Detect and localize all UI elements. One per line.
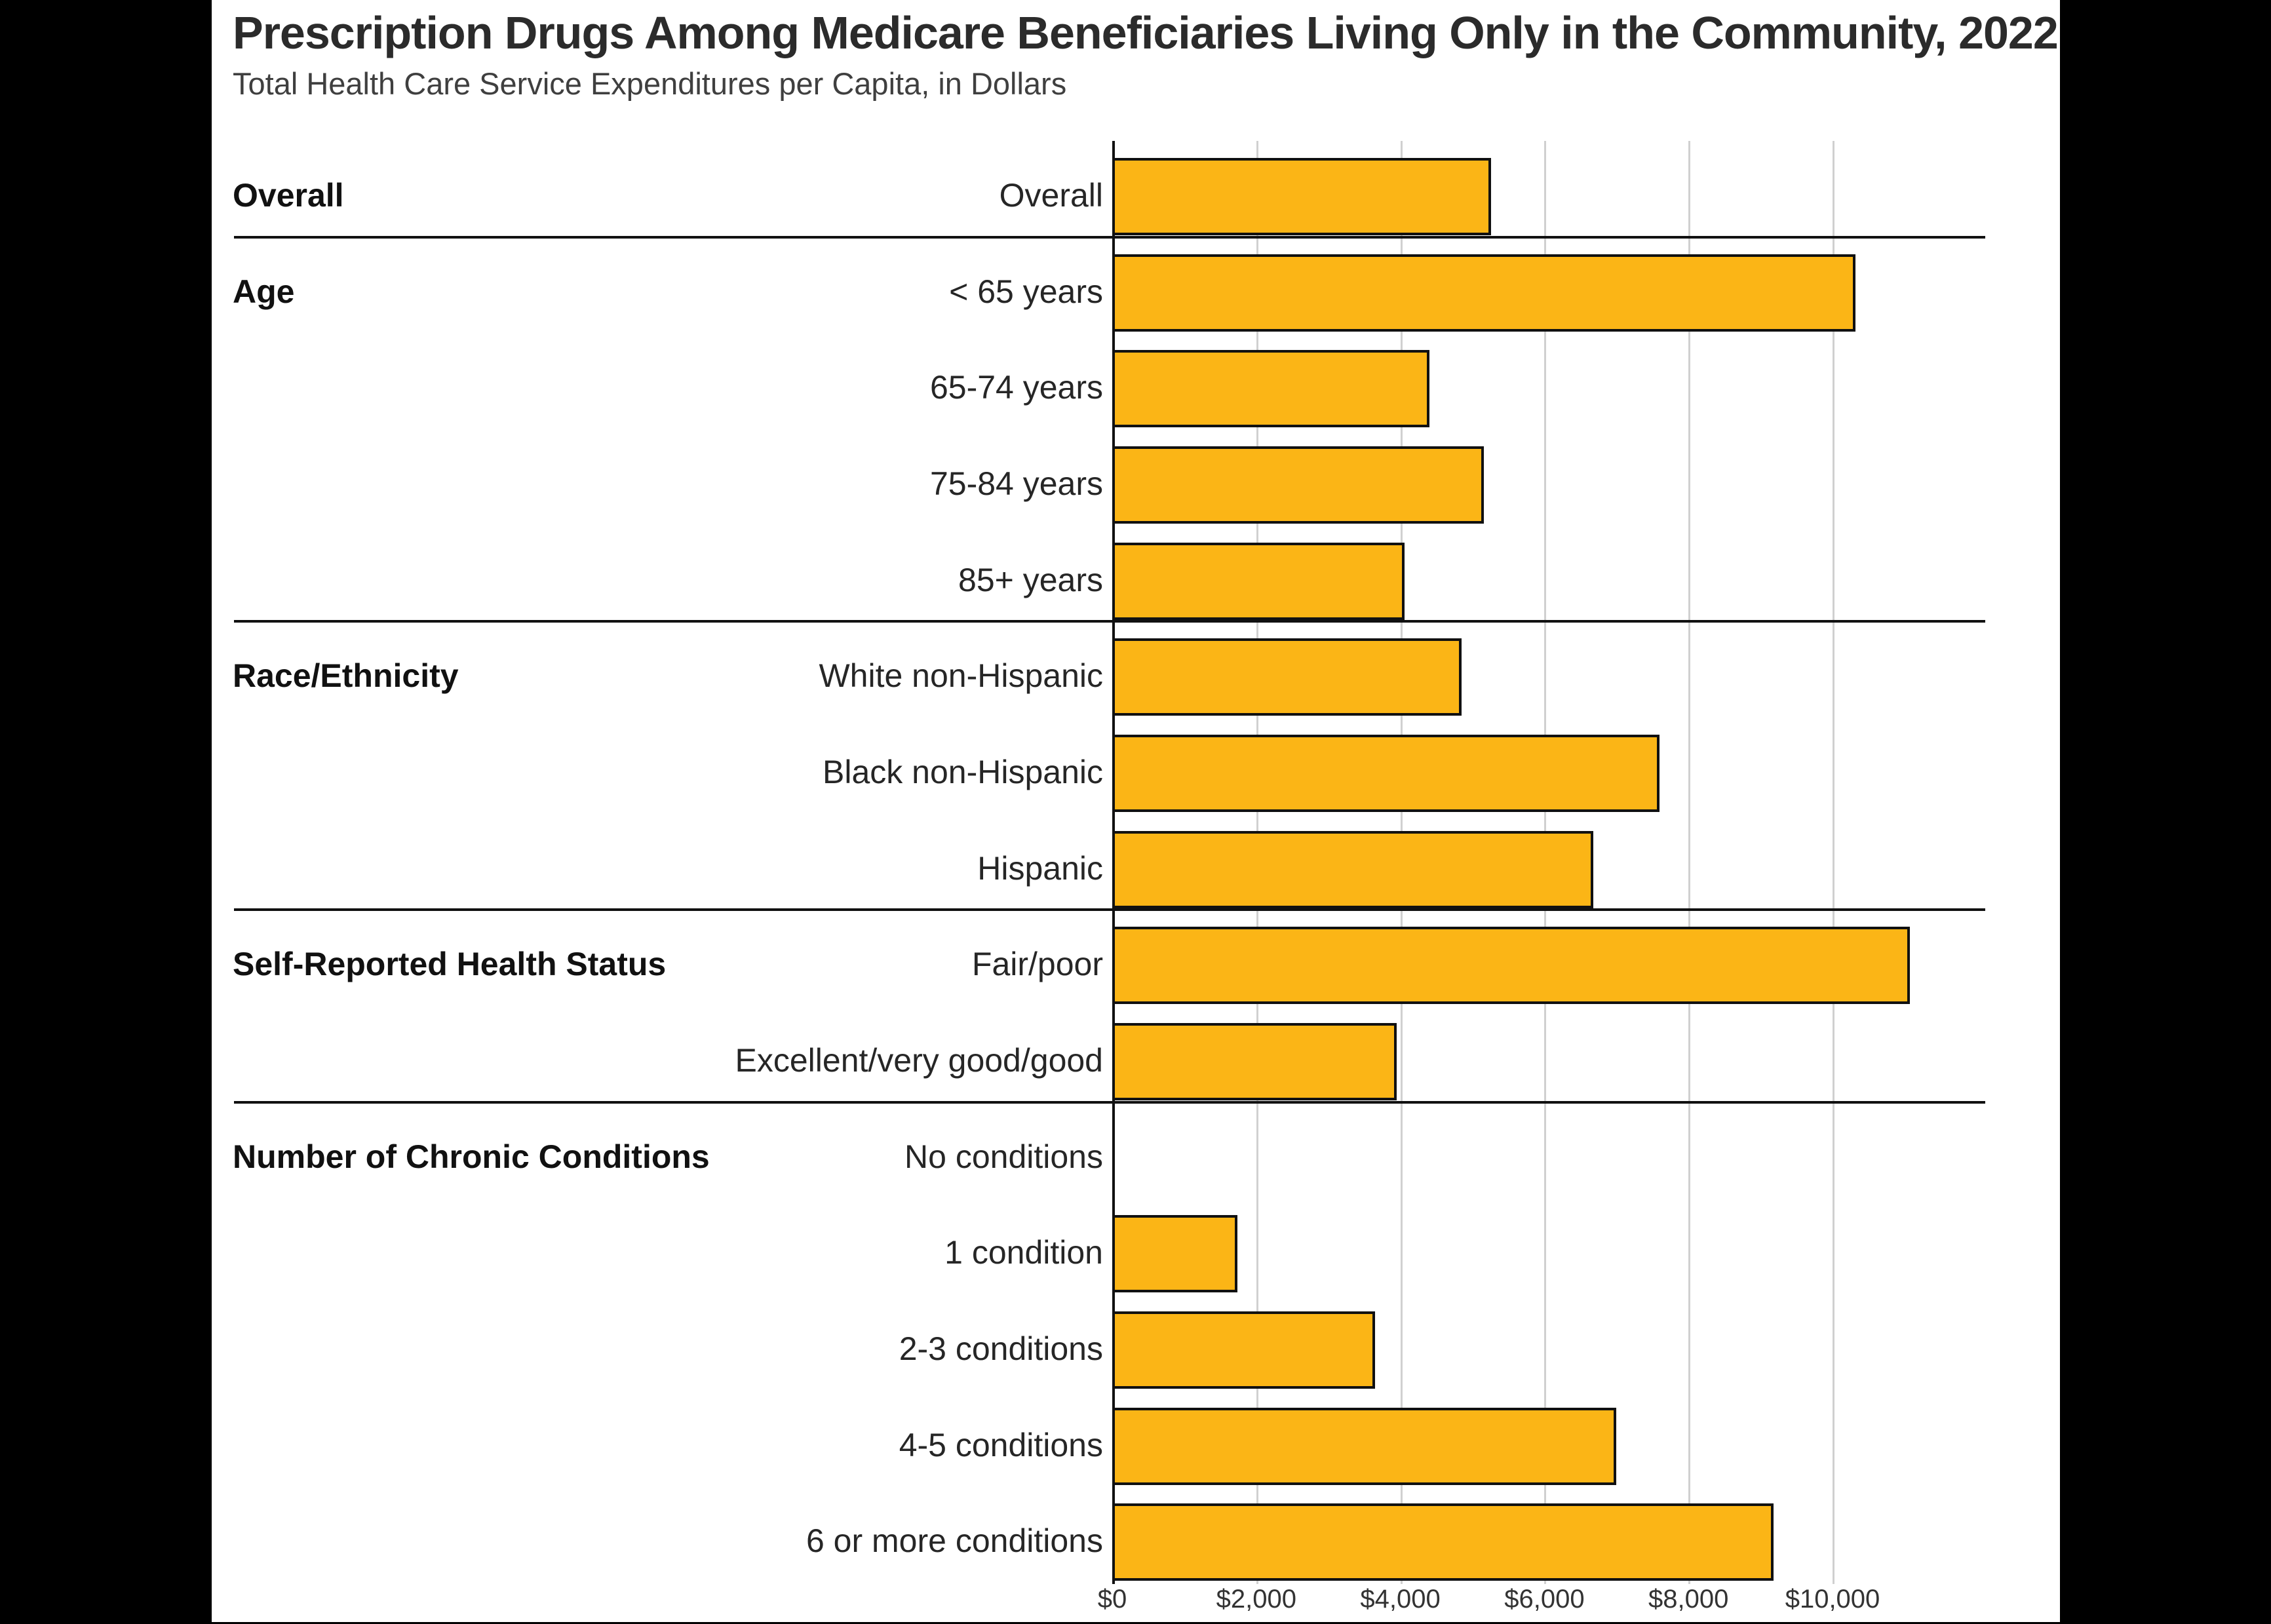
bar [1112,1022,1397,1100]
row-label: Fair/poor [971,946,1103,983]
bar-row: 2-3 conditions [212,1294,2060,1391]
chart-title: Prescription Drugs Among Medicare Benefi… [233,7,2059,58]
bar-row: Overall Overall [212,141,2060,237]
chart-section: Age < 65 years 65-74 years 75-84 years 85+ y… [212,235,2060,622]
bar-rows: Overall Overall Age < 65 years 65-74 years 75… [212,141,2060,1583]
x-axis-tick-label: $10,000 [1785,1585,1880,1614]
bar [1112,638,1462,716]
group-label: Overall [233,177,344,214]
bar [1112,1503,1774,1581]
bar [1112,158,1491,235]
row-label: 6 or more conditions [806,1522,1103,1560]
bar-row: 4-5 conditions [212,1391,2060,1487]
x-axis: $0 $2,000 $4,000 $6,000 $8,000 $10,000 [212,1585,2060,1624]
gridline [1688,141,1691,1584]
row-label: White non-Hispanic [819,657,1103,695]
bar-row: Number of Chronic Conditions No condition… [212,1102,2060,1199]
gridline [1833,141,1834,1584]
group-label: Number of Chronic Conditions [233,1138,710,1175]
x-axis-tick-label: $2,000 [1216,1585,1296,1614]
group-label: Race/Ethnicity [233,657,459,695]
row-label: 65-74 years [929,369,1103,406]
section-separator [234,908,1985,912]
row-label: 85+ years [958,561,1103,598]
chart-subtitle: Total Health Care Service Expenditures p… [233,66,1067,101]
group-label: Age [233,273,295,310]
bar [1112,1215,1237,1293]
x-axis-tick-label: $6,000 [1504,1585,1585,1614]
bar [1112,446,1484,524]
bar-row: 65-74 years [212,333,2060,429]
bar-row: Excellent/very good/good [212,1006,2060,1102]
row-label: 1 condition [944,1234,1103,1271]
section-separator [234,620,1985,623]
bar-row: Race/Ethnicity White non-Hispanic [212,621,2060,718]
bar-row: 1 condition [212,1198,2060,1294]
bar [1112,830,1593,908]
chart-canvas: Prescription Drugs Among Medicare Benefi… [212,0,2060,1622]
row-label: 2-3 conditions [899,1330,1103,1367]
row-label: Excellent/very good/good [735,1041,1103,1079]
bar-row: Black non-Hispanic [212,718,2060,814]
row-label: No conditions [904,1138,1103,1175]
bar-row: 6 or more conditions [212,1486,2060,1583]
group-label: Self-Reported Health Status [233,946,667,983]
bar-row: Hispanic [212,814,2060,910]
x-axis-tick-label: $8,000 [1648,1585,1729,1614]
bar [1112,734,1660,812]
row-label: 75-84 years [929,465,1103,502]
chart-section: Overall Overall [212,141,2060,237]
row-label: Overall [999,177,1103,214]
bar [1112,1311,1375,1389]
x-axis-tick-label: $0 [1097,1585,1127,1614]
chart-section: Race/Ethnicity White non-Hispanic Black no… [212,620,2060,910]
x-axis-tick-label: $4,000 [1360,1585,1441,1614]
row-label: Black non-Hispanic [823,753,1103,790]
row-label: 4-5 conditions [899,1426,1103,1463]
bar [1112,1407,1616,1485]
section-separator [234,1100,1985,1104]
bar-row: Age < 65 years [212,237,2060,334]
bar-row: 85+ years [212,526,2060,622]
row-label: < 65 years [949,273,1103,310]
row-label: Hispanic [977,849,1103,887]
chart-section: Number of Chronic Conditions No condition… [212,1100,2060,1583]
section-separator [234,235,1985,239]
bar [1112,927,1910,1005]
bar [1112,350,1429,428]
bar [1112,254,1855,332]
bar [1112,542,1405,620]
bar-row: Self-Reported Health Status Fair/poor [212,910,2060,1006]
chart-section: Self-Reported Health Status Fair/poor Exce… [212,908,2060,1102]
bar-row: 75-84 years [212,429,2060,526]
